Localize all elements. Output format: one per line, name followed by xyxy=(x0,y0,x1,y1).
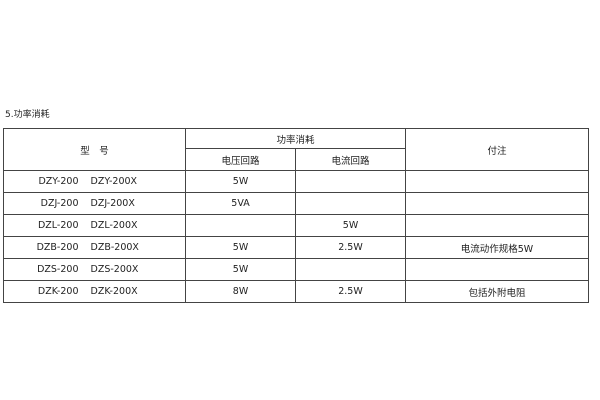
subheader-row: 电压回路 电流回路 xyxy=(4,148,589,171)
model-a: DZB-200 xyxy=(36,242,79,253)
current-cell xyxy=(295,192,406,215)
header-current-circuit: 电流回路 xyxy=(295,148,406,171)
remark-cell: 包括外附电阻 xyxy=(405,280,589,303)
header-row: 型 号 功率消耗 付注 xyxy=(3,128,589,171)
current-cell: 2.5W xyxy=(295,280,406,303)
model-b: DZL-200X xyxy=(90,220,138,231)
current-cell xyxy=(295,170,406,193)
voltage-cell: 5VA xyxy=(185,192,296,215)
table-row: DZK-200 DZK-200X 8W 2.5W 包括外附电阻 xyxy=(3,280,589,303)
current-cell: 2.5W xyxy=(295,236,406,259)
model-cell: DZL-200 DZL-200X xyxy=(3,214,186,237)
model-cell: DZY-200 DZY-200X xyxy=(3,170,186,193)
section-title: 5.功率消耗 xyxy=(5,110,50,120)
model-cell: DZJ-200 DZJ-200X xyxy=(3,192,186,215)
table-row: DZJ-200 DZJ-200X 5VA xyxy=(3,192,589,215)
model-b: DZY-200X xyxy=(90,176,138,187)
voltage-cell: 5W xyxy=(185,258,296,281)
model-a: DZL-200 xyxy=(37,220,79,231)
voltage-cell xyxy=(185,214,296,237)
remark-cell xyxy=(405,214,589,237)
header-remark: 付注 xyxy=(405,128,589,171)
model-b: DZS-200X xyxy=(90,264,139,275)
voltage-cell: 5W xyxy=(185,236,296,259)
remark-cell xyxy=(405,192,589,215)
power-consumption-table: 型 号 功率消耗 付注 电压回路 电流回路 DZY-200 DZY-200X 5W… xyxy=(3,128,589,303)
table-row: DZS-200 DZS-200X 5W xyxy=(3,258,589,281)
model-cell: DZS-200 DZS-200X xyxy=(3,258,186,281)
current-cell: 5W xyxy=(295,214,406,237)
voltage-cell: 8W xyxy=(185,280,296,303)
model-cell: DZB-200 DZB-200X xyxy=(3,236,186,259)
remark-cell xyxy=(405,258,589,281)
remark-cell: 电流动作规格5W xyxy=(405,236,589,259)
table-row: DZB-200 DZB-200X 5W 2.5W 电流动作规格5W xyxy=(3,236,589,259)
model-b: DZB-200X xyxy=(90,242,139,253)
header-voltage-circuit: 电压回路 xyxy=(185,148,296,171)
model-cell: DZK-200 DZK-200X xyxy=(3,280,186,303)
model-b: DZJ-200X xyxy=(90,198,135,209)
table-row: DZL-200 DZL-200X 5W xyxy=(3,214,589,237)
table-row: DZY-200 DZY-200X 5W xyxy=(3,170,589,193)
model-a: DZJ-200 xyxy=(40,198,79,209)
model-a: DZY-200 xyxy=(38,176,79,187)
model-b: DZK-200X xyxy=(90,286,138,297)
current-cell xyxy=(295,258,406,281)
voltage-cell: 5W xyxy=(185,170,296,193)
remark-cell xyxy=(405,170,589,193)
header-power: 功率消耗 xyxy=(185,128,406,149)
model-a: DZS-200 xyxy=(37,264,79,275)
model-a: DZK-200 xyxy=(37,286,79,297)
header-model: 型 号 xyxy=(3,128,186,171)
